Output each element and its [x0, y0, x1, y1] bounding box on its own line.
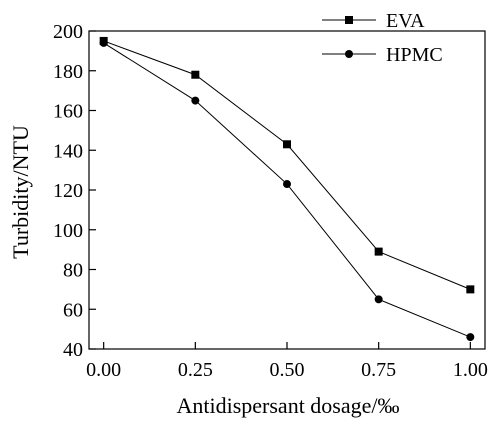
y-tick-label: 80: [63, 260, 83, 282]
data-point-hpmc: [466, 333, 475, 342]
data-point-hpmc: [191, 96, 200, 105]
data-point-eva: [374, 247, 383, 256]
series-line-eva: [103, 40, 471, 290]
legend: EVA HPMC: [322, 10, 443, 66]
y-axis-ticks: 40 60 80 100 120 140 160 180 200: [53, 21, 96, 361]
legend-label-hpmc: HPMC: [386, 44, 443, 66]
data-point-eva: [283, 140, 291, 149]
x-tick-label: 0.50: [270, 359, 305, 381]
plot-frame: [88, 30, 486, 350]
x-tick-label: 0.25: [178, 359, 213, 381]
data-point-hpmc: [374, 295, 383, 304]
data-point-eva: [466, 285, 475, 294]
legend-label-eva: EVA: [386, 10, 425, 32]
series-layer: [99, 36, 475, 342]
x-axis-ticks: 0.00 0.25 0.50 0.75 1.00: [86, 342, 488, 381]
x-tick-label: 0.75: [361, 359, 396, 381]
y-axis-title: Turbidity/NTU: [8, 125, 33, 259]
y-tick-label: 60: [63, 299, 83, 321]
data-point-hpmc: [99, 38, 108, 47]
series-line-hpmc: [103, 42, 471, 338]
legend-marker-hpmc: [345, 50, 353, 58]
x-axis-title: Antidispersant dosage/‰: [176, 393, 399, 418]
y-tick-label: 40: [63, 339, 83, 361]
data-point-hpmc: [283, 180, 291, 189]
y-tick-label: 160: [53, 101, 83, 123]
y-tick-label: 100: [53, 220, 83, 242]
y-tick-label: 180: [53, 61, 83, 83]
x-tick-label: 1.00: [453, 359, 488, 381]
y-tick-label: 120: [53, 180, 83, 202]
x-tick-label: 0.00: [86, 359, 121, 381]
legend-marker-eva: [345, 16, 353, 24]
y-tick-label: 140: [53, 140, 83, 162]
y-tick-label: 200: [53, 21, 83, 43]
data-point-eva: [191, 70, 200, 79]
